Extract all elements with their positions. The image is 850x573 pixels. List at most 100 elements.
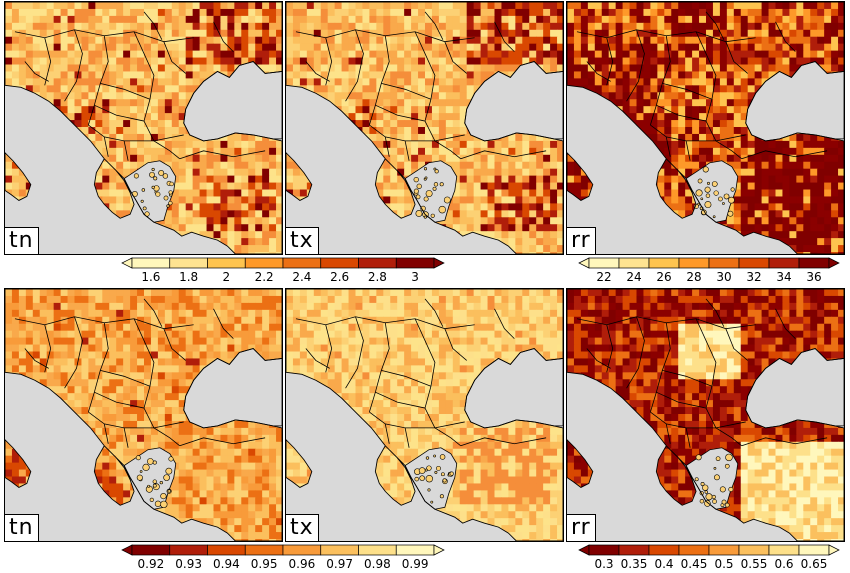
island: [147, 484, 151, 488]
island: [163, 474, 170, 481]
island: [700, 481, 705, 486]
colorbar-swatch: [678, 257, 710, 269]
colorbar-tick-label: 0.95: [250, 557, 278, 571]
island: [697, 178, 703, 184]
colorbar-extend-high: [433, 257, 445, 269]
island: [423, 215, 427, 219]
island: [425, 456, 430, 460]
colorbar-swatch: [358, 544, 397, 556]
island: [715, 456, 721, 462]
country-border: [695, 318, 717, 429]
colorbar-tick-label: 28: [686, 270, 702, 284]
island: [430, 500, 434, 504]
colorbar-tick-label: 0.5: [714, 557, 734, 571]
country-border: [494, 21, 515, 52]
country-border: [586, 61, 611, 82]
island: [425, 190, 433, 198]
colorbar-swatch: [798, 544, 830, 556]
country-border: [44, 324, 52, 373]
island: [169, 181, 174, 187]
island: [439, 454, 446, 460]
colorbar-tick-label: 0.98: [364, 557, 391, 571]
colorbar-tick-label: 0.97: [326, 557, 353, 571]
island: [434, 169, 439, 174]
country-border: [123, 140, 129, 161]
colorbar-swatch: [169, 544, 208, 556]
island: [695, 454, 702, 461]
country-border: [725, 41, 748, 74]
country-border: [133, 318, 155, 429]
country-border: [133, 31, 155, 142]
island: [727, 210, 734, 217]
island: [163, 195, 169, 201]
island: [438, 205, 446, 214]
island: [695, 189, 703, 197]
country-border: [576, 29, 756, 43]
colorbar-swatch: [768, 257, 800, 269]
country-border: [375, 391, 426, 409]
island: [434, 470, 438, 474]
colorbar-swatch: [320, 257, 359, 269]
island: [449, 471, 454, 476]
country-border: [626, 316, 645, 389]
colorbar-swatch: [708, 257, 740, 269]
colorbar-swatch: [678, 544, 710, 556]
colorbar-tick-label: 0.94: [213, 557, 240, 571]
island: [436, 465, 441, 471]
colorbar-extend-high: [828, 544, 840, 556]
island: [440, 472, 445, 477]
country-border: [665, 136, 671, 157]
island: [414, 476, 419, 482]
island: [433, 454, 436, 458]
country-border: [143, 11, 163, 40]
colorbar-swatch: [618, 257, 650, 269]
island: [718, 196, 723, 202]
colorbar-swatch: [131, 257, 171, 269]
colorbar-gradient: [121, 257, 445, 269]
country-border: [434, 427, 461, 447]
colorbar-swatch: [282, 257, 322, 269]
island: [415, 210, 423, 217]
map-panel-tx-bottom: tx: [285, 288, 564, 542]
country-border: [305, 348, 330, 369]
colorbar-extend-low: [121, 544, 133, 556]
colorbar-swatch: [207, 544, 246, 556]
panel-label: rr: [567, 514, 596, 541]
island: [723, 193, 730, 200]
map-canvas: [286, 289, 563, 541]
island: [711, 181, 718, 187]
island: [160, 500, 168, 509]
country-border: [153, 427, 180, 447]
island: [151, 185, 155, 190]
country-border: [650, 411, 746, 429]
island: [168, 190, 173, 195]
country-border: [662, 82, 713, 100]
island: [419, 475, 425, 481]
country-border: [123, 427, 129, 448]
island: [168, 456, 174, 462]
country-border: [24, 61, 49, 82]
island: [427, 488, 431, 492]
colorbar-gradient: [578, 544, 840, 556]
island: [135, 455, 141, 461]
country-border: [179, 437, 266, 447]
island: [160, 493, 167, 500]
colorbar-extend-low: [121, 257, 133, 269]
country-border: [606, 37, 614, 86]
country-border: [325, 324, 333, 373]
colorbar-swatch: [320, 544, 359, 556]
island: [702, 484, 709, 491]
country-border: [715, 140, 742, 160]
country-border: [100, 82, 151, 100]
colorbar-swatch: [395, 257, 435, 269]
island: [719, 486, 726, 493]
island: [713, 190, 719, 196]
colorbar-tick-label: 26: [656, 270, 672, 284]
colorbar-tick-label: 1.6: [141, 270, 161, 284]
country-border: [64, 316, 83, 389]
map-panel-rr-bottom: rr: [566, 288, 845, 542]
island: [694, 477, 699, 482]
island: [159, 481, 163, 485]
island: [704, 500, 711, 507]
map-canvas: [5, 289, 282, 541]
